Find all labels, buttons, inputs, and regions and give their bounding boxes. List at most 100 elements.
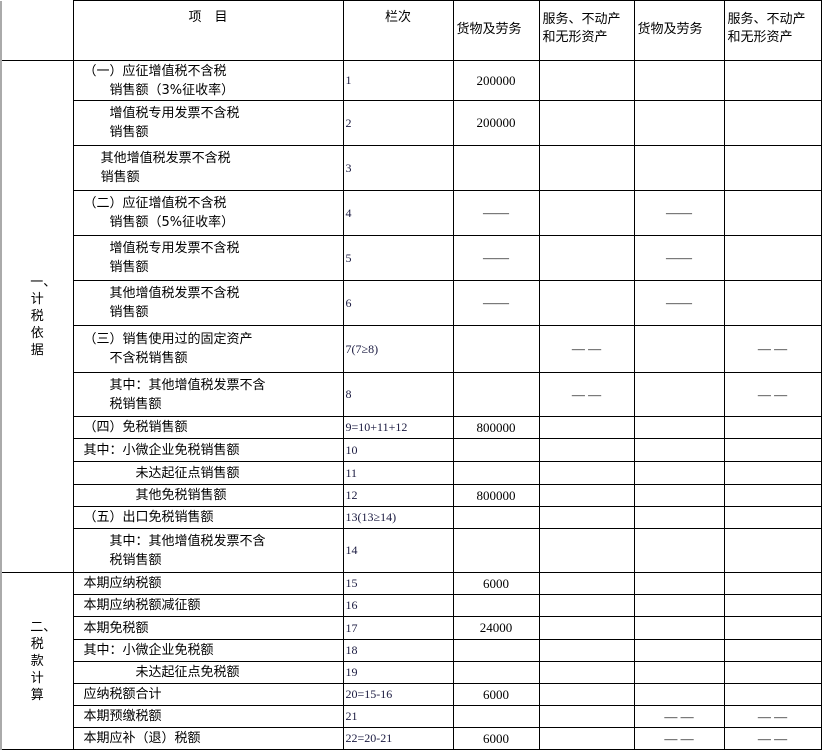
value-cell[interactable]	[538, 60, 635, 101]
value-cell[interactable]	[633, 506, 725, 529]
value-cell[interactable]	[538, 616, 635, 640]
value-cell[interactable]	[538, 416, 635, 439]
value-cell[interactable]	[538, 594, 635, 617]
value-cell[interactable]	[538, 280, 635, 326]
value-cell[interactable]	[723, 683, 822, 706]
value-cell[interactable]	[452, 506, 540, 529]
value-cell[interactable]	[723, 661, 822, 684]
value-cell[interactable]	[633, 416, 725, 439]
value-cell[interactable]	[538, 235, 635, 281]
value-cell[interactable]: 24000	[452, 616, 540, 640]
value-cell[interactable]	[538, 145, 635, 191]
value-cell[interactable]: 6000	[452, 727, 540, 750]
value-cell[interactable]	[538, 484, 635, 507]
value-cell[interactable]: ——	[633, 280, 725, 326]
value-cell[interactable]: — —	[633, 727, 725, 750]
value-cell[interactable]: — —	[723, 325, 822, 373]
value-cell[interactable]	[452, 594, 540, 617]
value-cell[interactable]	[723, 438, 822, 462]
value-cell[interactable]	[452, 661, 540, 684]
value-cell[interactable]: 200000	[452, 60, 540, 101]
item-label: 增值税专用发票不含税 销售额	[72, 235, 344, 281]
value-cell[interactable]	[723, 506, 822, 529]
value-cell[interactable]	[633, 594, 725, 617]
value-cell[interactable]	[723, 235, 822, 281]
value-cell[interactable]	[633, 661, 725, 684]
value-cell[interactable]	[452, 528, 540, 573]
value-cell[interactable]: — —	[633, 705, 725, 728]
value-cell[interactable]: 6000	[452, 572, 540, 595]
value-cell[interactable]: ——	[452, 235, 540, 281]
value-cell[interactable]	[538, 100, 635, 146]
value-cell[interactable]	[452, 705, 540, 728]
value-cell[interactable]	[452, 325, 540, 373]
value-cell[interactable]	[723, 639, 822, 662]
value-cell[interactable]	[452, 145, 540, 191]
value-cell[interactable]	[538, 661, 635, 684]
value-cell[interactable]	[723, 60, 822, 101]
value-cell[interactable]	[633, 616, 725, 640]
value-cell[interactable]	[723, 145, 822, 191]
value-cell[interactable]	[633, 438, 725, 462]
value-cell[interactable]: — —	[538, 372, 635, 417]
line-code: 12	[342, 484, 454, 507]
value-cell[interactable]	[723, 190, 822, 236]
value-cell[interactable]	[633, 639, 725, 662]
value-cell[interactable]	[633, 528, 725, 573]
value-cell[interactable]	[538, 461, 635, 485]
value-cell[interactable]	[538, 572, 635, 595]
value-cell[interactable]	[538, 506, 635, 529]
value-cell[interactable]	[538, 528, 635, 573]
value-cell[interactable]: ——	[633, 235, 725, 281]
value-cell[interactable]	[633, 484, 725, 507]
value-cell[interactable]	[723, 100, 822, 146]
value-cell[interactable]	[723, 616, 822, 640]
item-label-line: 其中：其他增值税发票不含	[83, 377, 266, 393]
value-cell[interactable]	[633, 100, 725, 146]
value-cell[interactable]	[723, 461, 822, 485]
value-cell[interactable]	[452, 461, 540, 485]
value-cell[interactable]	[538, 190, 635, 236]
value-cell[interactable]	[538, 438, 635, 462]
value-cell[interactable]: ——	[452, 190, 540, 236]
value-cell[interactable]	[633, 683, 725, 706]
value-cell[interactable]: 800000	[452, 416, 540, 439]
line-code: 14	[342, 528, 454, 573]
value-cell[interactable]: — —	[538, 325, 635, 373]
table-row: 应纳税额合计 20=15-16 6000	[1, 683, 822, 706]
header-corner	[0, 0, 74, 61]
value-cell[interactable]	[723, 594, 822, 617]
value-cell[interactable]	[723, 528, 822, 573]
value-cell[interactable]	[633, 325, 725, 373]
table-row: 本期预缴税额 21 — — — —	[1, 705, 822, 728]
value-cell[interactable]	[538, 639, 635, 662]
item-label: 本期应纳税额	[72, 572, 344, 595]
value-cell[interactable]	[538, 705, 635, 728]
value-cell[interactable]: 6000	[452, 683, 540, 706]
value-cell[interactable]	[452, 438, 540, 462]
value-cell[interactable]	[633, 145, 725, 191]
value-cell[interactable]	[723, 572, 822, 595]
value-cell[interactable]: — —	[723, 727, 822, 750]
value-cell[interactable]	[452, 639, 540, 662]
value-cell[interactable]	[633, 461, 725, 485]
value-cell[interactable]	[723, 484, 822, 507]
value-cell[interactable]	[538, 683, 635, 706]
value-cell[interactable]	[633, 372, 725, 417]
value-cell[interactable]	[723, 416, 822, 439]
value-cell[interactable]: 800000	[452, 484, 540, 507]
line-code: 7(7≥8)	[342, 325, 454, 373]
line-code: 19	[342, 661, 454, 684]
value-cell[interactable]: — —	[723, 372, 822, 417]
item-label-line: 销售额	[83, 260, 149, 275]
value-cell[interactable]	[452, 372, 540, 417]
value-cell[interactable]	[723, 280, 822, 326]
line-code: 5	[342, 235, 454, 281]
value-cell[interactable]: ——	[633, 190, 725, 236]
value-cell[interactable]	[633, 60, 725, 101]
value-cell[interactable]: 200000	[452, 100, 540, 146]
value-cell[interactable]	[538, 727, 635, 750]
value-cell[interactable]: — —	[723, 705, 822, 728]
value-cell[interactable]	[633, 572, 725, 595]
value-cell[interactable]: ——	[452, 280, 540, 326]
